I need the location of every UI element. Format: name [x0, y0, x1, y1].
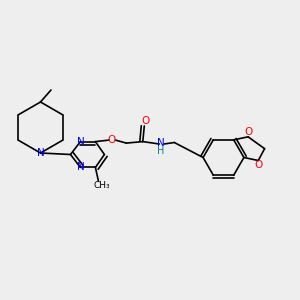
Text: H: H	[157, 146, 164, 156]
Text: N: N	[157, 138, 165, 148]
Text: N: N	[37, 148, 44, 158]
Text: N: N	[76, 136, 84, 147]
Text: O: O	[108, 135, 116, 145]
Text: N: N	[76, 162, 84, 172]
Text: O: O	[255, 160, 263, 170]
Text: O: O	[141, 116, 149, 126]
Text: CH₃: CH₃	[93, 181, 110, 190]
Text: O: O	[244, 127, 253, 137]
